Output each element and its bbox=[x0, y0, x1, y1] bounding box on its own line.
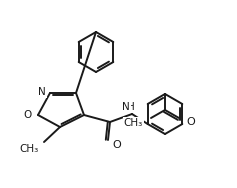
Text: CH₃: CH₃ bbox=[20, 144, 39, 154]
Text: O: O bbox=[186, 117, 195, 127]
Text: O: O bbox=[112, 140, 121, 150]
Text: CH₃: CH₃ bbox=[124, 118, 143, 128]
Text: O: O bbox=[24, 110, 32, 120]
Text: N: N bbox=[122, 102, 130, 112]
Text: N: N bbox=[38, 87, 46, 97]
Text: H: H bbox=[127, 102, 135, 112]
